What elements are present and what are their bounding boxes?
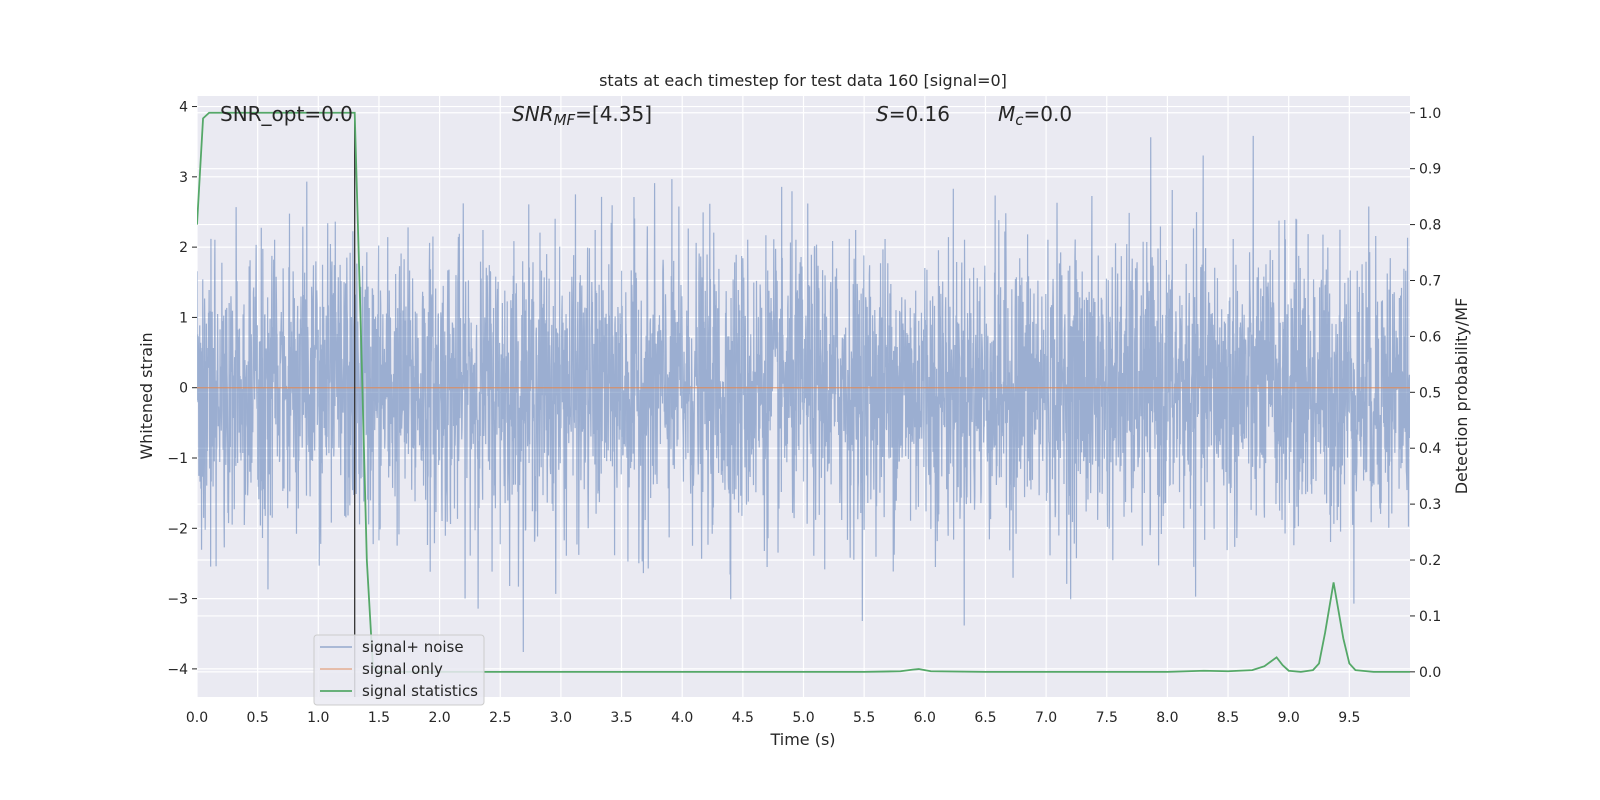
y-left-tick-label: 2 [179,240,188,256]
x-tick-label: 4.0 [671,710,693,726]
x-tick-label: 4.5 [732,710,754,726]
y-left-axis-ticks: 4 3 2 1 0 −1 −2 −3 −4 [167,100,197,678]
legend: signal+ noise signal only signal statist… [313,634,485,706]
annotation-snr-mf-base: SNR [512,102,554,126]
y-right-axis-ticks: 1.0 0.9 0.8 0.7 0.6 0.5 0.4 0.3 0.2 0.1 0.0 [1410,106,1441,681]
y-right-tick-label: 0.2 [1419,553,1441,569]
legend-label-signal-noise: signal+ noise [362,638,464,656]
y-left-tick-label: 0 [179,381,188,397]
y-right-tick-label: 0.1 [1419,609,1441,625]
annotation-snr-mf-sub: MF [554,111,576,129]
annotation-mc-tail: =0.0 [1024,102,1073,126]
x-axis-ticks: 0.0 0.5 1.0 1.5 2.0 2.5 3.0 3.5 4.0 4.5 5.0 5.5 6.0 6… [186,710,1361,726]
annotation-s-var: S [876,102,889,126]
y-left-tick-label: 3 [179,170,188,186]
annotation-s-tail: =0.16 [889,102,950,126]
y-right-tick-label: 0.9 [1419,162,1441,178]
x-tick-label: 0.5 [247,710,269,726]
legend-box [313,634,485,706]
y-right-tick-label: 0.7 [1419,273,1441,289]
y-right-tick-label: 0.0 [1419,665,1441,681]
y-left-tick-label: −2 [167,521,188,537]
x-tick-label: 3.0 [550,710,572,726]
y-left-tick-label: 1 [179,310,188,326]
y-right-axis-label: Detection probability/MF [1452,298,1471,495]
y-left-tick-label: 4 [179,100,188,116]
annotation-mc-sub: c [1015,111,1024,129]
annotation-snr-opt: SNR_opt=0.0 [220,102,353,126]
y-left-axis-label: Whitened strain [137,332,156,459]
x-tick-label: 1.5 [368,710,390,726]
annotation-snr-mf: SNRMF=[4.35] [512,102,652,129]
chart-title: stats at each timestep for test data 160… [599,71,1007,90]
x-tick-label: 0.0 [186,710,208,726]
x-tick-label: 6.0 [914,710,936,726]
annotation-s: S=0.16 [876,102,950,126]
y-right-tick-label: 0.4 [1419,441,1441,457]
x-axis-label: Time (s) [769,730,835,749]
x-tick-label: 5.5 [853,710,875,726]
x-tick-label: 3.5 [610,710,632,726]
x-tick-label: 1.0 [307,710,329,726]
x-tick-label: 8.0 [1156,710,1178,726]
annotation-mc: Mc=0.0 [998,102,1072,129]
x-tick-label: 8.5 [1217,710,1239,726]
signal-statistics-series [197,111,1410,673]
y-right-tick-label: 0.5 [1419,385,1441,401]
y-right-tick-label: 0.6 [1419,329,1441,345]
annotation-mc-var: M [998,102,1015,126]
y-right-tick-label: 1.0 [1419,106,1441,122]
signal-noise-series [197,135,1410,652]
signal-noise-line [197,135,1410,652]
signal-statistics-line [197,111,1410,673]
x-tick-label: 9.5 [1338,710,1360,726]
x-tick-label: 6.5 [974,710,996,726]
annotation-snr-mf-tail: =[4.35] [575,102,652,126]
y-left-tick-label: −3 [167,592,188,608]
y-left-tick-label: −4 [167,662,188,678]
y-left-tick-label: −1 [167,451,188,467]
x-tick-label: 2.0 [428,710,450,726]
x-tick-label: 2.5 [489,710,511,726]
x-tick-label: 5.0 [792,710,814,726]
y-right-tick-label: 0.8 [1419,218,1441,234]
x-tick-label: 9.0 [1278,710,1300,726]
x-tick-label: 7.0 [1035,710,1057,726]
legend-label-signal-only: signal only [362,660,443,678]
x-tick-label: 7.5 [1096,710,1118,726]
legend-label-signal-statistics: signal statistics [362,682,478,700]
y-right-tick-label: 0.3 [1419,497,1441,513]
